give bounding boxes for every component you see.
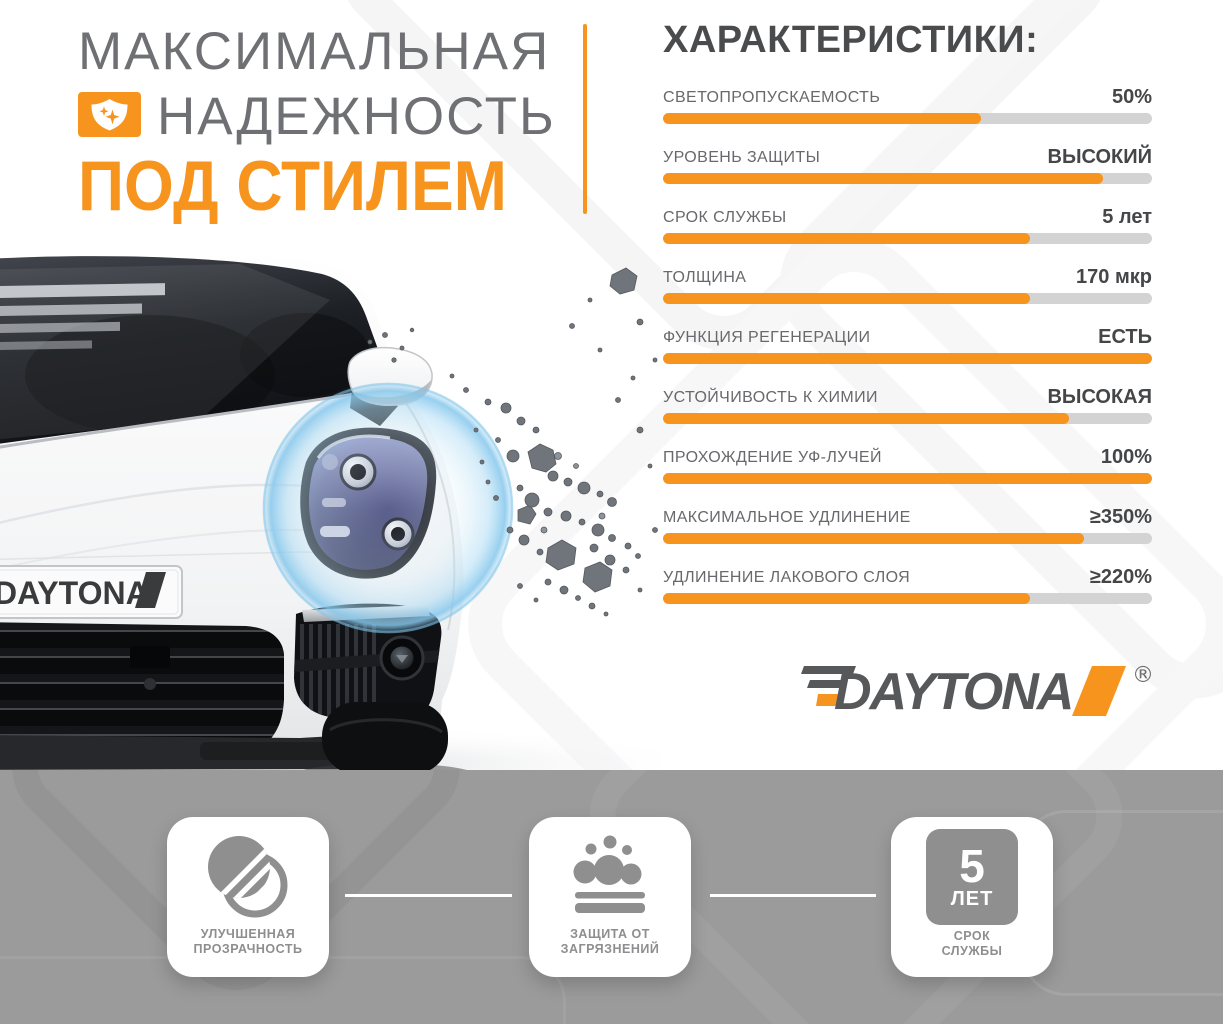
- spec-bar-track: [663, 113, 1152, 124]
- spec-bar-fill: [663, 293, 1030, 304]
- title-divider-line: [583, 24, 587, 214]
- page-title-line-3: ПОД СТИЛЕМ: [78, 146, 507, 226]
- features-band: УЛУЧШЕННАЯ ПРОЗРАЧНОСТЬ ЗАЩИТА ОТ ЗАГРЯЗ…: [0, 770, 1223, 1024]
- spec-value: ≥220%: [1089, 566, 1152, 588]
- spec-bar-fill: [663, 533, 1084, 544]
- spec-bar-fill: [663, 413, 1069, 424]
- spec-row: ФУНКЦИЯ РЕГЕНЕРАЦИИ ЕСТЬ: [663, 325, 1152, 385]
- connector-line: [710, 894, 876, 897]
- brand-logo: DAYTONA ®: [800, 660, 1165, 727]
- spec-row: ТОЛЩИНА 170 мкр: [663, 265, 1152, 325]
- spec-bar-fill: [663, 113, 981, 124]
- shield-sparkle-icon: [78, 92, 141, 142]
- spec-bar-fill: [663, 473, 1152, 484]
- logo-text: DAYTONA: [834, 663, 1072, 721]
- spec-label: МАКСИМАЛЬНОЕ УДЛИНЕНИЕ: [663, 509, 911, 526]
- spec-row: УРОВЕНЬ ЗАЩИТЫ ВЫСОКИЙ: [663, 145, 1152, 205]
- spec-bar-fill: [663, 233, 1030, 244]
- transparency-circles-icon: [198, 827, 298, 927]
- spec-value: 5 лет: [1102, 206, 1152, 228]
- spec-row: СВЕТОПРОПУСКАЕМОСТЬ 50%: [663, 85, 1152, 145]
- page-title-line-1: МАКСИМАЛЬНАЯ: [78, 22, 551, 81]
- feature-card-service-life: 5 ЛЕТ СРОК СЛУЖБЫ: [891, 817, 1053, 977]
- front-tire: [322, 702, 448, 774]
- spec-rows: СВЕТОПРОПУСКАЕМОСТЬ 50% УРОВЕНЬ ЗАЩИТЫ В…: [663, 85, 1152, 625]
- specs-heading: ХАРАКТЕРИСТИКИ:: [663, 19, 1039, 61]
- spec-bar-track: [663, 353, 1152, 364]
- spec-value: 50%: [1111, 86, 1152, 108]
- spec-bar-track: [663, 233, 1152, 244]
- dirt-protection-icon: [560, 827, 660, 927]
- title-block: МАКСИМАЛЬНАЯ НАДЕЖНОСТЬ ПОД СТИЛЕМ: [78, 22, 556, 221]
- spec-value: 170 мкр: [1076, 266, 1152, 288]
- spec-row: МАКСИМАЛЬНОЕ УДЛИНЕНИЕ ≥350%: [663, 505, 1152, 565]
- spec-bar-track: [663, 293, 1152, 304]
- connector-line: [345, 894, 512, 897]
- car-illustration: DAYTONA: [0, 230, 730, 805]
- license-plate-text: DAYTONA: [0, 575, 149, 611]
- feature-card-transparency: УЛУЧШЕННАЯ ПРОЗРАЧНОСТЬ: [167, 817, 329, 977]
- spec-row: ПРОХОЖДЕНИЕ УФ-ЛУЧЕЙ 100%: [663, 445, 1152, 505]
- spec-bar-track: [663, 593, 1152, 604]
- spec-row: УДЛИНЕНИЕ ЛАКОВОГО СЛОЯ ≥220%: [663, 565, 1152, 625]
- spec-label: УДЛИНЕНИЕ ЛАКОВОГО СЛОЯ: [663, 569, 911, 586]
- spec-row: СРОК СЛУЖБЫ 5 лет: [663, 205, 1152, 265]
- spec-value: 100%: [1100, 446, 1152, 468]
- spec-label: СВЕТОПРОПУСКАЕМОСТЬ: [663, 89, 881, 106]
- five-years-badge-icon: 5 ЛЕТ: [926, 829, 1018, 925]
- logo-slash: [1072, 666, 1126, 716]
- logo-speed-lines: [801, 666, 856, 706]
- license-plate-slash: [135, 572, 166, 608]
- spec-bar-fill: [663, 353, 1152, 364]
- spec-value: ≥350%: [1089, 506, 1152, 528]
- spec-value: ВЫСОКАЯ: [1047, 386, 1152, 408]
- feature-label: СРОК СЛУЖБЫ: [941, 929, 1003, 958]
- page-title-line-2: НАДЕЖНОСТЬ: [157, 87, 556, 146]
- spec-label: ТОЛЩИНА: [663, 269, 747, 286]
- spec-value: ВЫСОКИЙ: [1047, 146, 1152, 168]
- spec-bar-track: [663, 413, 1152, 424]
- spec-label: СРОК СЛУЖБЫ: [663, 209, 787, 226]
- registered-mark: ®: [1132, 663, 1154, 688]
- spec-label: ФУНКЦИЯ РЕГЕНЕРАЦИИ: [663, 329, 871, 346]
- feature-label: ЗАЩИТА ОТ ЗАГРЯЗНЕНИЙ: [560, 927, 660, 956]
- spec-label: ПРОХОЖДЕНИЕ УФ-ЛУЧЕЙ: [663, 449, 882, 466]
- license-plate: DAYTONA: [0, 565, 183, 619]
- protection-bubble: [262, 382, 514, 634]
- specs-panel: ХАРАКТЕРИСТИКИ: СВЕТОПРОПУСКАЕМОСТЬ 50% …: [663, 20, 1152, 625]
- feature-card-dirt-protection: ЗАЩИТА ОТ ЗАГРЯЗНЕНИЙ: [529, 817, 691, 977]
- spec-label: УСТОЙЧИВОСТЬ К ХИМИИ: [663, 389, 878, 406]
- spec-bar-track: [663, 473, 1152, 484]
- spec-bar-track: [663, 173, 1152, 184]
- spec-value: ЕСТЬ: [1098, 326, 1152, 348]
- spec-bar-fill: [663, 593, 1030, 604]
- spec-label: УРОВЕНЬ ЗАЩИТЫ: [663, 149, 821, 166]
- spec-bar-track: [663, 533, 1152, 544]
- feature-label: УЛУЧШЕННАЯ ПРОЗРАЧНОСТЬ: [193, 927, 303, 956]
- spec-row: УСТОЙЧИВОСТЬ К ХИМИИ ВЫСОКАЯ: [663, 385, 1152, 445]
- debris-particles: [367, 267, 658, 617]
- spec-bar-fill: [663, 173, 1104, 184]
